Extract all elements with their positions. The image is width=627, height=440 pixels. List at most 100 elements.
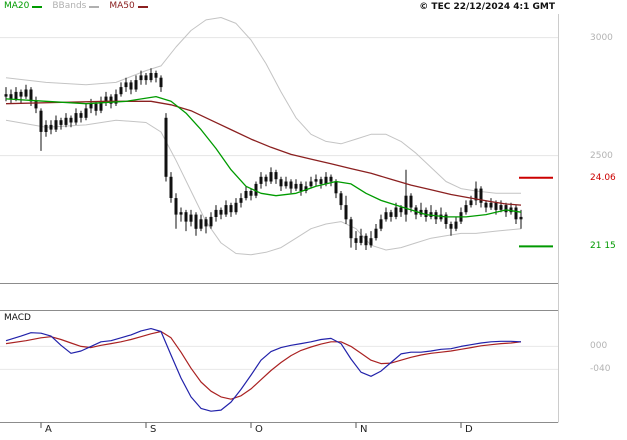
candle-body	[164, 117, 168, 177]
candle-body	[369, 238, 373, 246]
candle-body	[274, 172, 278, 180]
candle-body	[284, 181, 288, 187]
candle-body	[339, 193, 343, 206]
candle-body	[269, 172, 273, 182]
ma-ma20	[5, 95, 522, 218]
candle-body	[179, 212, 183, 215]
candle-body	[364, 235, 368, 246]
candle-body	[254, 183, 258, 196]
candle-body	[169, 176, 173, 198]
candle-body	[389, 212, 393, 217]
candle-body	[304, 186, 308, 191]
candle-body	[44, 124, 48, 132]
candle-body	[29, 89, 33, 102]
candle-body	[14, 91, 18, 99]
candle-body	[9, 94, 13, 99]
candle-body	[354, 238, 358, 243]
candle-body	[394, 207, 398, 217]
band-bb_upper	[5, 17, 521, 194]
candle-body	[444, 214, 448, 224]
candle-body	[229, 205, 233, 213]
candle-body	[104, 96, 108, 102]
candle-body	[419, 209, 423, 215]
candle-body	[39, 110, 43, 132]
ma-ma50	[5, 100, 522, 206]
macd-signal	[5, 330, 522, 400]
month-label: O	[255, 424, 263, 435]
macd-lines	[5, 328, 522, 412]
candle-body	[159, 77, 163, 88]
band-bb_lower	[5, 119, 522, 256]
candle-body	[94, 103, 98, 111]
candle-body	[209, 216, 213, 227]
candle-body	[189, 214, 193, 222]
month-label: A	[45, 424, 52, 435]
candle-body	[139, 75, 143, 81]
candle-body	[144, 75, 148, 81]
candle-body	[479, 188, 483, 203]
candle-body	[399, 207, 403, 213]
candle-body	[404, 195, 408, 215]
candles	[4, 68, 523, 250]
candle-body	[299, 183, 303, 191]
candle-body	[89, 103, 93, 109]
level-value-label: 24.06	[590, 172, 616, 183]
candle-body	[469, 200, 473, 206]
candle-body	[519, 216, 523, 220]
candle-body	[99, 101, 103, 111]
candle-body	[79, 113, 83, 118]
candle-body	[4, 94, 8, 97]
candle-body	[329, 176, 333, 182]
candle-body	[194, 214, 198, 229]
candle-body	[114, 94, 118, 104]
candle-body	[124, 82, 128, 88]
candle-body	[509, 207, 513, 213]
candle-body	[264, 176, 268, 182]
legend-label-ma20: MA20	[4, 1, 30, 11]
candle-body	[134, 80, 138, 90]
bollinger-bands	[5, 17, 522, 256]
candle-body	[49, 124, 53, 130]
legend-label-bbands: BBands	[52, 1, 87, 11]
macd-tick-label: 000	[590, 341, 608, 352]
candle-body	[309, 181, 313, 187]
candle-body	[84, 108, 88, 118]
candle-body	[154, 73, 158, 78]
month-label: N	[360, 424, 368, 435]
candle-body	[234, 202, 238, 213]
candle-body	[204, 219, 208, 227]
candle-body	[449, 224, 453, 229]
candle-body	[19, 91, 23, 97]
candle-body	[374, 228, 378, 239]
month-label: D	[465, 424, 473, 435]
ma20-line-swatch-icon	[32, 5, 43, 8]
candle-body	[174, 198, 178, 215]
candle-body	[59, 120, 63, 125]
legend-label-ma50: MA50	[109, 1, 135, 11]
candle-body	[289, 181, 293, 189]
candle-body	[244, 191, 248, 199]
candle-body	[494, 202, 498, 210]
legend-item-bbands: BBands	[52, 1, 100, 12]
candle-body	[184, 212, 188, 222]
candle-body	[279, 179, 283, 187]
candle-body	[109, 96, 113, 104]
macd-tick-label: -040	[590, 364, 611, 375]
candle-body	[214, 209, 218, 217]
bbands-line-swatch-icon	[89, 5, 100, 8]
macd-panel-label: MACD	[4, 313, 31, 323]
candle-body	[249, 191, 253, 196]
candle-body	[199, 219, 203, 229]
candle-body	[24, 89, 28, 97]
candle-body	[74, 113, 78, 123]
legend-item-ma20: MA20	[4, 1, 43, 12]
candle-body	[454, 221, 458, 229]
candle-body	[54, 120, 58, 130]
candle-body	[319, 179, 323, 184]
candle-body	[379, 219, 383, 229]
candle-body	[464, 205, 468, 213]
candle-body	[489, 202, 493, 208]
copyright-text: © TEC 22/12/2024 4:1 GMT	[419, 2, 555, 12]
price-tick-label: 2500	[590, 150, 613, 161]
